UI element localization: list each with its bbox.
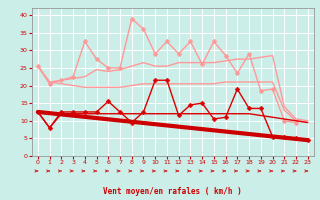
Text: Vent moyen/en rafales ( km/h ): Vent moyen/en rafales ( km/h ): [103, 187, 242, 196]
